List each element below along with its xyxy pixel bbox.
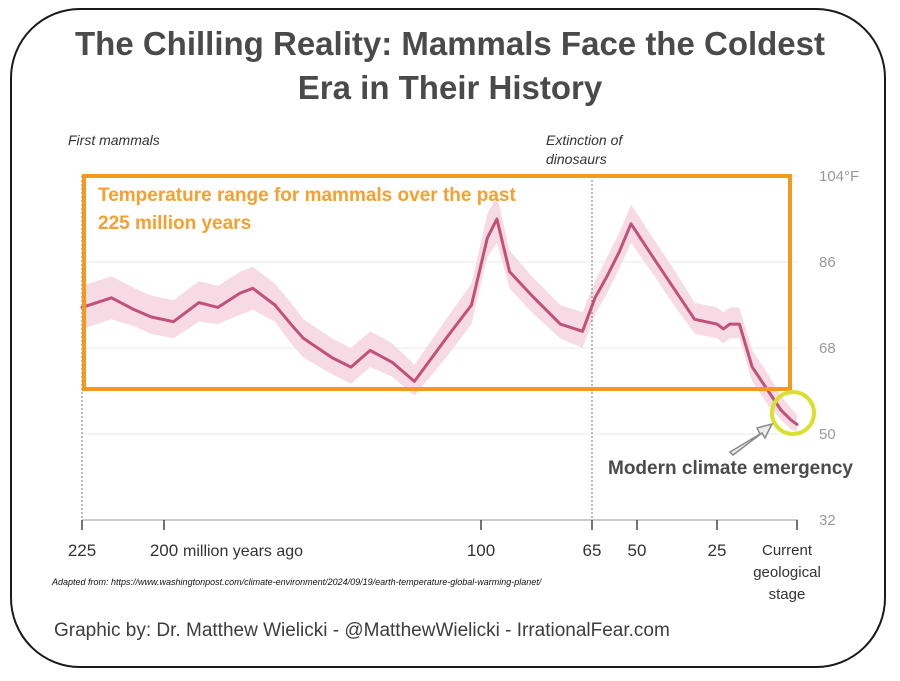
x-tick-label-3: 65 [583, 541, 602, 560]
x-tick-label-2: 100 [467, 541, 495, 560]
x-tick-label-1: 200 [150, 541, 178, 560]
dinosaur-extinction-label: Extinction of dinosaurs [546, 132, 623, 167]
x-tick-label-5: 25 [708, 541, 727, 560]
x-tick-label-current-0: Current [762, 542, 813, 559]
credit-line: Graphic by: Dr. Matthew Wielicki - @Matt… [54, 620, 670, 641]
y-tick-label-3: 50 [819, 426, 836, 443]
x-tick-label-4: 50 [628, 541, 647, 560]
x-tick-label-0: 225 [68, 541, 96, 560]
x-tick-label-current-2: stage [769, 586, 806, 603]
y-tick-label-2: 68 [819, 340, 836, 357]
x-tick-label-current-1: geological [753, 564, 821, 581]
y-tick-label-4: 32 [819, 512, 836, 529]
arrow-icon [728, 422, 774, 456]
mammal-range-box [82, 174, 792, 391]
current-highlight-circle [770, 390, 816, 436]
first-mammals-label: First mammals [68, 132, 160, 148]
climate-emergency-label: Modern climate emergency [608, 458, 853, 479]
x-unit-label: million years ago [183, 543, 303, 560]
x-axis: 225 200 100 65 50 25 Current geological stage mil… [68, 520, 821, 603]
y-tick-label-0: 104°F [819, 168, 859, 185]
y-axis: 104°F 86 68 50 32 [819, 168, 859, 529]
source-note: Adapted from: https://www.washingtonpost… [52, 577, 542, 587]
y-tick-label-1: 86 [819, 254, 836, 271]
temperature-line [80, 217, 799, 426]
temperature-series [80, 217, 799, 426]
box-label: Temperature range for mammals over the p… [98, 185, 516, 234]
page-title: The Chilling Reality: Mammals Face the C… [75, 25, 825, 106]
